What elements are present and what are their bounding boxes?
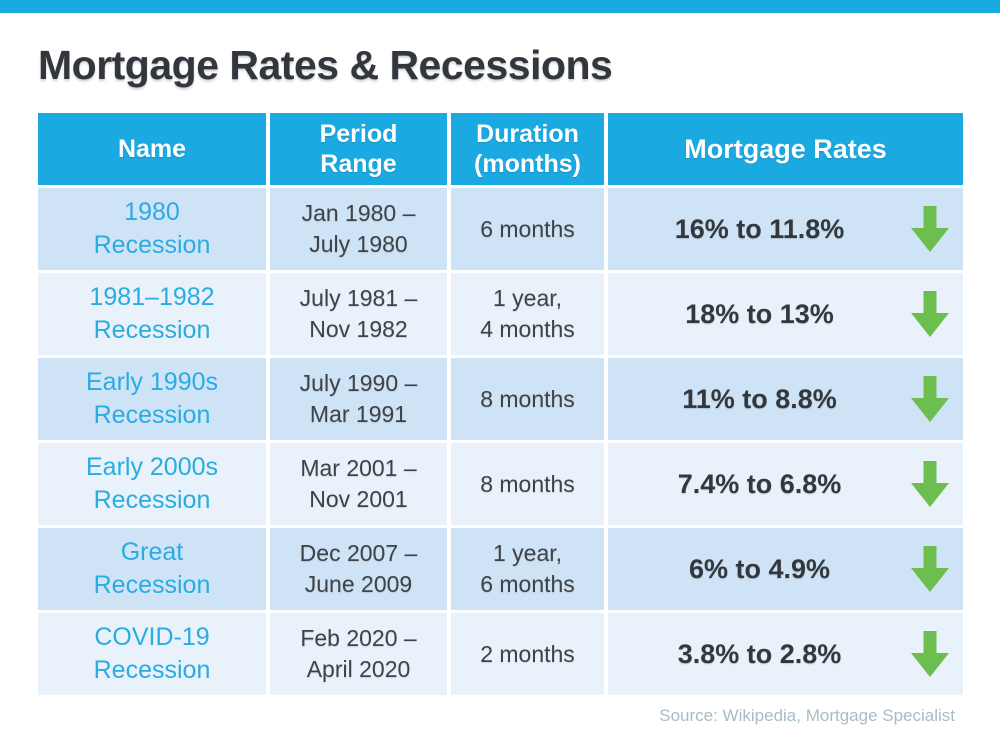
duration: 1 year, 6 months — [451, 528, 604, 610]
rate-change-text: 18% to 13% — [685, 298, 834, 329]
column-header-mortgage-rates: Mortgage Rates — [608, 113, 963, 185]
recession-name: COVID-19 Recession — [38, 613, 266, 695]
column-header-duration: Duration (months) — [451, 113, 604, 185]
top-accent-bar — [0, 0, 1000, 13]
recession-name: 1981–1982 Recession — [38, 273, 266, 355]
column-header-period-range: Period Range — [270, 113, 447, 185]
mortgage-rates: 11% to 8.8% — [608, 358, 963, 440]
recession-table: Name Period Range Duration (months) Mort… — [38, 113, 963, 695]
down-arrow-icon — [911, 376, 949, 422]
period-range: July 1990 – Mar 1991 — [270, 358, 447, 440]
mortgage-rates: 7.4% to 6.8% — [608, 443, 963, 525]
down-arrow-icon — [911, 461, 949, 507]
period-range: Mar 2001 – Nov 2001 — [270, 443, 447, 525]
period-range: Feb 2020 – April 2020 — [270, 613, 447, 695]
duration: 8 months — [451, 443, 604, 525]
duration: 1 year, 4 months — [451, 273, 604, 355]
rate-change-text: 7.4% to 6.8% — [677, 468, 842, 499]
mortgage-rates: 18% to 13% — [608, 273, 963, 355]
mortgage-rates: 3.8% to 2.8% — [608, 613, 963, 695]
period-range: Dec 2007 – June 2009 — [270, 528, 447, 610]
page-title: Mortgage Rates & Recessions — [38, 42, 613, 88]
duration: 6 months — [451, 188, 604, 270]
period-range: July 1981 – Nov 1982 — [270, 273, 447, 355]
down-arrow-icon — [911, 291, 949, 337]
column-header-name: Name — [38, 113, 266, 185]
period-range: Jan 1980 – July 1980 — [270, 188, 447, 270]
rate-change-text: 11% to 8.8% — [682, 383, 837, 414]
mortgage-rates: 6% to 4.9% — [608, 528, 963, 610]
duration: 8 months — [451, 358, 604, 440]
down-arrow-icon — [911, 546, 949, 592]
rate-change-text: 16% to 11.8% — [674, 213, 845, 244]
down-arrow-icon — [911, 631, 949, 677]
recession-name: Early 2000s Recession — [38, 443, 266, 525]
down-arrow-icon — [911, 206, 949, 252]
mortgage-rates: 16% to 11.8% — [608, 188, 963, 270]
rate-change-text: 6% to 4.9% — [688, 553, 831, 584]
rate-change-text: 3.8% to 2.8% — [677, 638, 842, 669]
recession-name: 1980 Recession — [38, 188, 266, 270]
recession-name: Great Recession — [38, 528, 266, 610]
source-note: Source: Wikipedia, Mortgage Specialist — [659, 706, 955, 725]
recession-name: Early 1990s Recession — [38, 358, 266, 440]
duration: 2 months — [451, 613, 604, 695]
